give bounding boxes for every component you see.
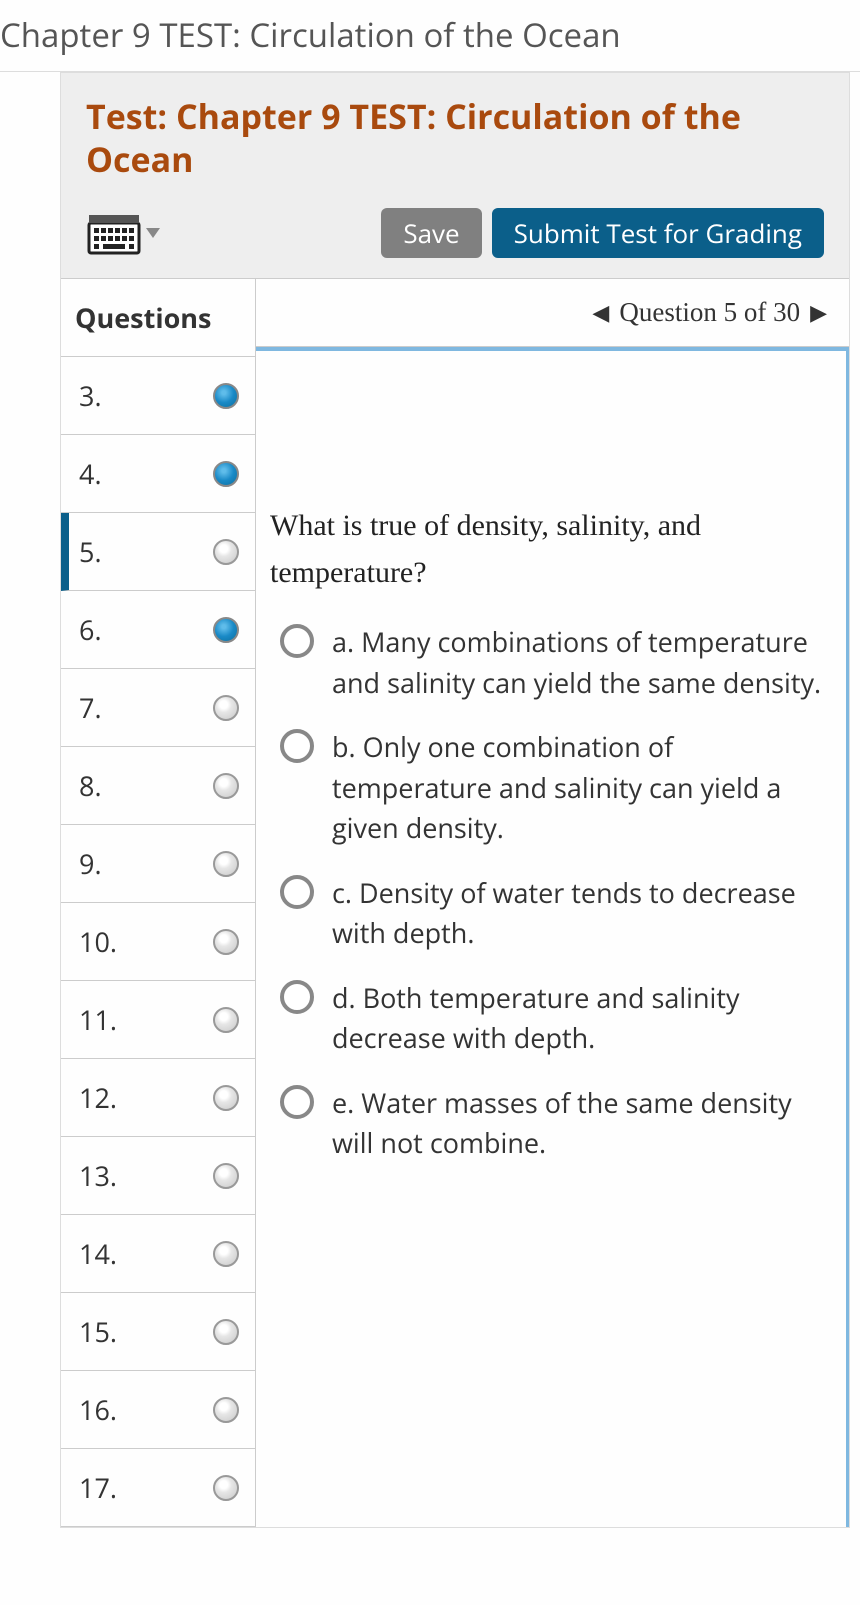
answer-option[interactable]: a. Many combinations of temperature and …	[280, 622, 828, 703]
question-number-label: 11.	[79, 1001, 117, 1038]
question-pane: ◀ Question 5 of 30 ▶ What is true of den…	[256, 278, 849, 1527]
unanswered-status-icon	[213, 1085, 239, 1111]
question-number-label: 5.	[79, 533, 102, 570]
question-number-label: 15.	[79, 1313, 117, 1350]
question-list-item[interactable]: 8.	[61, 747, 255, 825]
question-number-label: 14.	[79, 1235, 117, 1272]
questions-sidebar: Questions 3. 4. 5. 6. 7. 8. 9. 10. 11. 12. 13. 14. 1…	[61, 278, 256, 1527]
unanswered-status-icon	[213, 773, 239, 799]
answer-option-text: c. Density of water tends to decrease wi…	[332, 873, 828, 954]
question-list-item[interactable]: 4.	[61, 435, 255, 513]
question-content: What is true of density, salinity, and t…	[256, 347, 849, 1527]
question-list-item[interactable]: 6.	[61, 591, 255, 669]
question-list: 3. 4. 5. 6. 7. 8. 9. 10. 11. 12. 13. 14. 15. 16. 17.	[61, 357, 255, 1527]
test-header: Test: Chapter 9 TEST: Circulation of the…	[61, 73, 849, 278]
question-list-item[interactable]: 14.	[61, 1215, 255, 1293]
question-number-label: 4.	[79, 455, 102, 492]
answer-option[interactable]: b. Only one combination of temperature a…	[280, 727, 828, 849]
unanswered-status-icon	[213, 695, 239, 721]
question-number-label: 10.	[79, 923, 117, 960]
answer-option[interactable]: e. Water masses of the same density will…	[280, 1083, 828, 1164]
toolbar: Save Submit Test for Grading	[86, 208, 824, 258]
question-list-item[interactable]: 9.	[61, 825, 255, 903]
question-list-item[interactable]: 11.	[61, 981, 255, 1059]
answer-options: a. Many combinations of temperature and …	[270, 622, 828, 1164]
answer-option-text: b. Only one combination of temperature a…	[332, 727, 828, 849]
answered-status-icon	[213, 617, 239, 643]
question-number-label: 8.	[79, 767, 102, 804]
question-position-label: Question 5 of 30	[619, 297, 800, 328]
question-list-item[interactable]: 17.	[61, 1449, 255, 1527]
unanswered-status-icon	[213, 1475, 239, 1501]
unanswered-status-icon	[213, 929, 239, 955]
radio-icon	[280, 729, 314, 763]
chevron-down-icon	[146, 228, 160, 238]
next-question-arrow[interactable]: ▶	[810, 300, 827, 326]
radio-icon	[280, 624, 314, 658]
question-list-item[interactable]: 12.	[61, 1059, 255, 1137]
radio-icon	[280, 980, 314, 1014]
question-nav: ◀ Question 5 of 30 ▶	[256, 278, 849, 347]
unanswered-status-icon	[213, 539, 239, 565]
question-list-item[interactable]: 3.	[61, 357, 255, 435]
unanswered-status-icon	[213, 1397, 239, 1423]
test-container: Test: Chapter 9 TEST: Circulation of the…	[60, 72, 850, 1528]
unanswered-status-icon	[213, 851, 239, 877]
question-number-label: 9.	[79, 845, 102, 882]
test-title: Test: Chapter 9 TEST: Circulation of the…	[86, 95, 824, 180]
question-prompt: What is true of density, salinity, and t…	[270, 503, 828, 596]
question-list-item[interactable]: 5.	[61, 513, 255, 591]
question-list-item[interactable]: 16.	[61, 1371, 255, 1449]
question-number-label: 16.	[79, 1391, 117, 1428]
unanswered-status-icon	[213, 1319, 239, 1345]
question-number-label: 3.	[79, 377, 102, 414]
question-number-label: 6.	[79, 611, 102, 648]
answered-status-icon	[213, 461, 239, 487]
answer-option-text: a. Many combinations of temperature and …	[332, 622, 828, 703]
submit-button[interactable]: Submit Test for Grading	[492, 208, 824, 258]
question-list-item[interactable]: 15.	[61, 1293, 255, 1371]
body-row: Questions 3. 4. 5. 6. 7. 8. 9. 10. 11. 12. 13. 14. 1…	[61, 278, 849, 1527]
keyboard-dropdown[interactable]	[86, 209, 160, 257]
answer-option[interactable]: c. Density of water tends to decrease wi…	[280, 873, 828, 954]
question-number-label: 17.	[79, 1469, 117, 1506]
question-number-label: 12.	[79, 1079, 117, 1116]
page-title: Chapter 9 TEST: Circulation of the Ocean	[0, 0, 860, 72]
answer-option[interactable]: d. Both temperature and salinity decreas…	[280, 978, 828, 1059]
question-number-label: 13.	[79, 1157, 117, 1194]
question-list-item[interactable]: 10.	[61, 903, 255, 981]
prev-question-arrow[interactable]: ◀	[592, 300, 609, 326]
unanswered-status-icon	[213, 1007, 239, 1033]
keyboard-icon	[86, 209, 142, 257]
question-list-item[interactable]: 13.	[61, 1137, 255, 1215]
question-list-item[interactable]: 7.	[61, 669, 255, 747]
question-number-label: 7.	[79, 689, 102, 726]
sidebar-heading: Questions	[61, 278, 255, 357]
unanswered-status-icon	[213, 1163, 239, 1189]
answer-option-text: e. Water masses of the same density will…	[332, 1083, 828, 1164]
unanswered-status-icon	[213, 1241, 239, 1267]
radio-icon	[280, 1085, 314, 1119]
radio-icon	[280, 875, 314, 909]
save-button[interactable]: Save	[381, 208, 481, 258]
answer-option-text: d. Both temperature and salinity decreas…	[332, 978, 828, 1059]
answered-status-icon	[213, 383, 239, 409]
